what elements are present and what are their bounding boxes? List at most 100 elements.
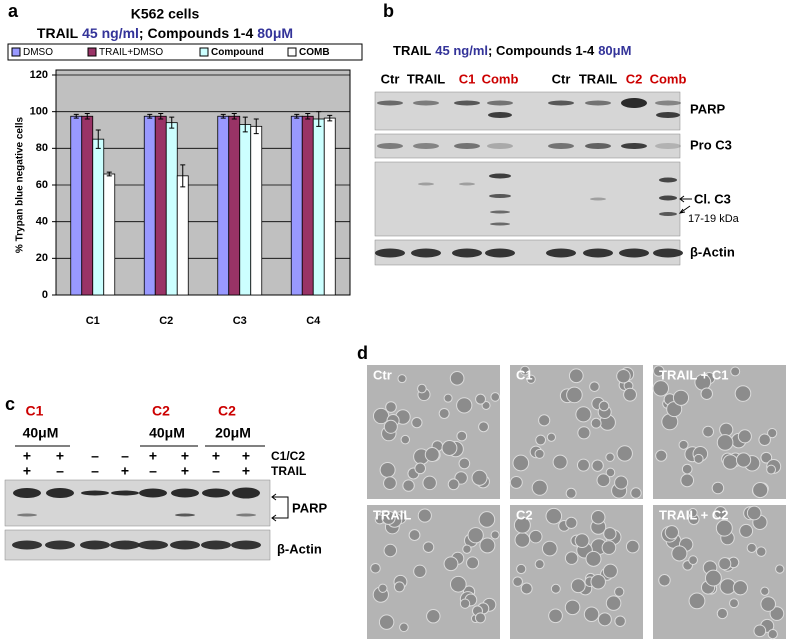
- cell: [370, 562, 381, 574]
- cell: [564, 599, 581, 616]
- header: TRAIL 45 ng/ml; Compounds 1-4 80μM: [37, 25, 293, 41]
- blot-band: [659, 212, 677, 216]
- header: TRAIL 45 ng/ml; Compounds 1-4 80μM: [393, 43, 631, 58]
- blot-band: [80, 540, 110, 550]
- cell: [746, 542, 757, 553]
- blot-band: [377, 143, 403, 149]
- blot-band: [236, 513, 256, 517]
- bar: [323, 117, 336, 296]
- sign: –: [91, 463, 99, 479]
- lane-label: C2: [626, 71, 643, 86]
- arrow: [678, 195, 692, 214]
- bar: [103, 173, 116, 296]
- header-part: 80μM: [257, 25, 293, 41]
- blot-band: [454, 143, 480, 149]
- blot-band: [619, 248, 649, 258]
- error-bar: [231, 113, 237, 120]
- cell: [616, 368, 631, 384]
- blot-band: [621, 143, 647, 149]
- cell: [664, 525, 680, 540]
- image-label: TRAIL + C2: [659, 507, 728, 522]
- row-label: C1/C2: [271, 449, 305, 463]
- cell: [766, 464, 777, 475]
- cell: [490, 392, 501, 402]
- blot-band: [590, 197, 606, 201]
- blot-band: [110, 540, 140, 550]
- cell: [443, 393, 453, 403]
- chart-title: K562 cells: [131, 6, 200, 22]
- blot-band: [17, 513, 37, 517]
- cell: [672, 389, 690, 406]
- sign: +: [242, 448, 250, 464]
- cell: [378, 583, 388, 593]
- cells: [652, 365, 782, 499]
- blot-band: [659, 195, 677, 201]
- compound-label: C2: [152, 403, 170, 419]
- blot-band: [411, 248, 441, 258]
- blot-band: [653, 248, 683, 258]
- cell: [441, 440, 458, 456]
- cell: [574, 533, 590, 549]
- error-bar: [147, 113, 153, 119]
- error-bar: [242, 116, 248, 133]
- bar: [92, 138, 105, 296]
- blot-band: [655, 143, 681, 149]
- bar: [176, 175, 189, 296]
- cell: [614, 475, 629, 490]
- blot-band: [202, 488, 230, 498]
- cell: [575, 406, 592, 423]
- cell: [652, 380, 670, 397]
- cell: [383, 419, 398, 434]
- cells: [658, 505, 785, 640]
- panel-label: a: [8, 1, 19, 21]
- cell: [678, 439, 689, 450]
- cell: [603, 527, 617, 541]
- row-label: TRAIL: [271, 464, 306, 478]
- cell: [565, 516, 578, 529]
- blot-band: [170, 540, 200, 550]
- blot-band: [452, 248, 482, 258]
- cell: [605, 452, 615, 462]
- sign: –: [212, 463, 220, 479]
- bar: [154, 115, 167, 296]
- cell: [526, 374, 536, 384]
- micrograph: [653, 365, 786, 499]
- cell: [478, 421, 489, 433]
- cell: [767, 629, 778, 640]
- cell: [383, 476, 397, 491]
- cell: [538, 414, 551, 427]
- bar: [250, 125, 263, 296]
- cell: [653, 365, 665, 377]
- y-axis-label: % Trypan blue negative cells: [15, 116, 26, 253]
- cell: [516, 563, 527, 575]
- cell: [605, 467, 616, 478]
- panel-label: d: [357, 343, 368, 363]
- sign: +: [56, 448, 64, 464]
- blot-band: [375, 248, 405, 258]
- cell: [449, 370, 465, 386]
- bar: [165, 122, 178, 296]
- sign: +: [149, 448, 157, 464]
- blot-band: [487, 143, 513, 149]
- blot-band: [81, 490, 109, 496]
- cell: [514, 532, 531, 548]
- conc-label: 40μM: [149, 425, 185, 441]
- cell: [411, 416, 423, 429]
- image-label: C2: [516, 507, 533, 522]
- cell: [417, 383, 427, 394]
- cell: [702, 425, 715, 438]
- error-bar: [316, 111, 322, 127]
- y-tick-label: 40: [36, 216, 48, 228]
- cells: [512, 507, 640, 627]
- band-label: 17-19 kDa: [688, 213, 740, 225]
- cell: [711, 481, 725, 495]
- blot-band: [585, 143, 611, 149]
- cell: [512, 576, 523, 587]
- sign: +: [212, 448, 220, 464]
- cell: [658, 574, 671, 587]
- blot: [4, 479, 271, 527]
- cell: [383, 543, 398, 558]
- cell: [456, 430, 468, 442]
- cells: [372, 370, 501, 492]
- bar: [239, 124, 252, 296]
